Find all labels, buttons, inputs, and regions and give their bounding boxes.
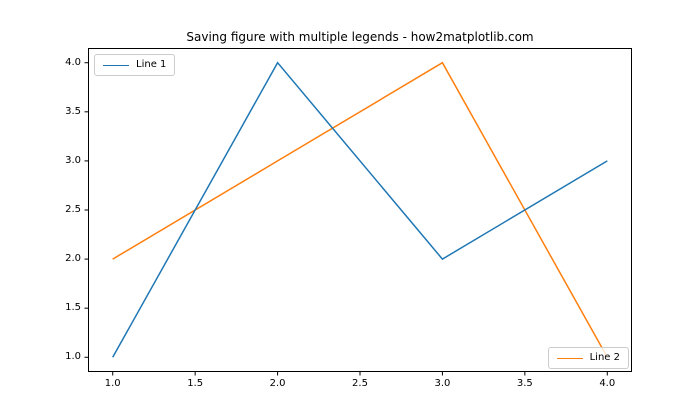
x-tick-label: 2.0 — [269, 378, 286, 389]
x-tick-label: 3.0 — [434, 378, 451, 389]
x-tick-label: 2.5 — [352, 378, 368, 389]
tick-marks-group — [84, 62, 608, 376]
legend-line1: Line 1 — [94, 54, 176, 76]
y-tick-label: 2.0 — [65, 253, 81, 265]
y-tick-label: 1.0 — [65, 351, 81, 363]
series-lines-group — [112, 61, 608, 358]
legend-line2-label: Line 2 — [589, 352, 620, 363]
legend-line2: Line 2 — [547, 347, 629, 369]
series-line-1 — [112, 61, 608, 358]
axes-spines-border — [88, 48, 632, 372]
x-tick-label: 1.5 — [187, 378, 204, 389]
series-line-2 — [112, 61, 608, 358]
legend-line1-sample-icon — [103, 64, 129, 66]
legend-line1-label: Line 1 — [136, 59, 167, 70]
x-tick-label: 3.5 — [516, 378, 533, 389]
chart-title: Saving figure with multiple legends - ho… — [186, 30, 534, 44]
plot-svg — [84, 48, 632, 376]
x-tick-label: 1.0 — [104, 378, 121, 389]
y-tick-label: 3.0 — [65, 154, 81, 166]
x-tick-label: 4.0 — [599, 378, 616, 389]
y-tick-label: 3.5 — [65, 105, 81, 117]
y-tick-label: 2.5 — [65, 204, 81, 215]
legend-line2-sample-icon — [556, 357, 583, 359]
y-tick-label: 1.5 — [65, 302, 81, 314]
y-tick-label: 4.0 — [65, 56, 81, 68]
plot-area: Saving figure with multiple legends - ho… — [65, 30, 632, 389]
